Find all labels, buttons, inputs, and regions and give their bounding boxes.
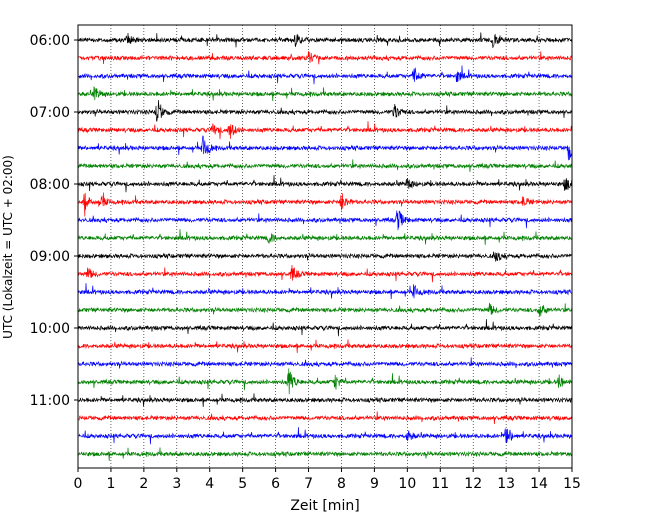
x-tick-label: 13 <box>497 476 515 492</box>
x-tick-label: 6 <box>271 476 280 492</box>
x-tick-label: 11 <box>431 476 449 492</box>
x-tick-label: 10 <box>398 476 416 492</box>
seismogram-trace <box>77 121 573 140</box>
x-tick-label: 7 <box>304 476 313 492</box>
y-axis-label: UTC (Lokalzeit = UTC + 02:00) <box>1 155 15 339</box>
y-tick-label: 07:00 <box>30 105 70 121</box>
seismogram-trace <box>77 251 573 262</box>
seismogram-trace <box>77 427 573 445</box>
y-tick-label: 08:00 <box>30 177 70 193</box>
seismogram-trace <box>77 192 573 217</box>
x-tick-label: 2 <box>139 476 148 492</box>
seismogram-trace <box>77 393 573 408</box>
x-tick-label: 15 <box>563 476 581 492</box>
seismogram-trace <box>77 368 573 395</box>
grid-layer <box>110 25 540 468</box>
seismogram-trace <box>77 86 573 102</box>
seismogram-trace <box>77 32 573 48</box>
x-tick-label: 8 <box>337 476 346 492</box>
y-tick-label: 06:00 <box>30 33 70 49</box>
seismogram-trace <box>77 447 573 462</box>
seismogram-trace <box>77 319 573 337</box>
seismogram-trace <box>77 159 573 172</box>
seismogram-trace <box>77 65 573 85</box>
seismogram-trace <box>77 229 573 246</box>
x-tick-label: 12 <box>464 476 482 492</box>
x-tick-label: 14 <box>530 476 548 492</box>
y-tick-label: 09:00 <box>30 249 70 265</box>
y-tick-label: 11:00 <box>30 393 70 409</box>
x-tick-label: 9 <box>370 476 379 492</box>
seismogram-trace <box>77 135 573 161</box>
x-tick-label: 5 <box>238 476 247 492</box>
trace-layer <box>77 32 573 462</box>
x-tick-label: 4 <box>205 476 214 492</box>
seismogram-trace <box>77 302 573 317</box>
seismogram-trace <box>77 283 573 300</box>
seismogram-trace <box>77 357 573 369</box>
x-tick-label: 1 <box>106 476 115 492</box>
x-tick-label: 3 <box>172 476 181 492</box>
x-tick-label: 0 <box>74 476 83 492</box>
seismogram-trace <box>77 264 573 283</box>
seismogram-trace <box>77 51 573 65</box>
axis-layer: 0 1 2 3 4 5 6 7 8 9 10 11 12 13 14 1506:0007:0008:0009:… <box>30 24 581 492</box>
seismogram-trace <box>77 100 573 122</box>
y-tick-label: 10:00 <box>30 321 70 337</box>
x-axis-label: Zeit [min] <box>290 498 359 514</box>
seismogram-trace <box>77 210 573 231</box>
seismogram-trace <box>77 175 573 193</box>
seismogram-trace <box>77 339 573 354</box>
plot-frame <box>77 24 573 469</box>
seismogram-trace <box>77 411 573 424</box>
